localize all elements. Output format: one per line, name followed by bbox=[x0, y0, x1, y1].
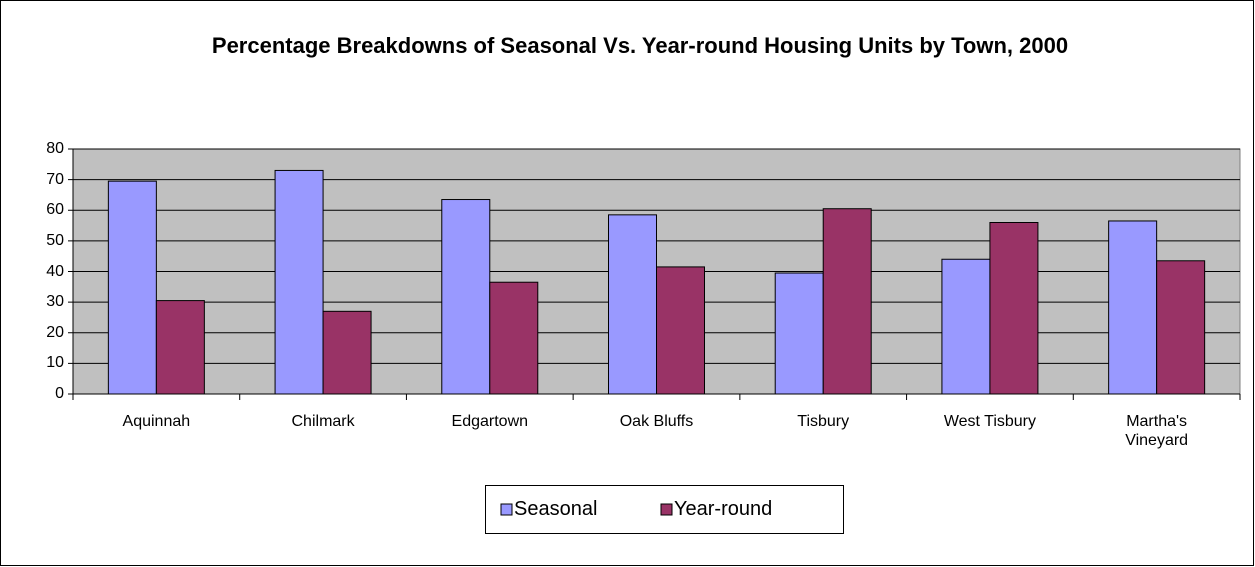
x-tick-label: Oak Bluffs bbox=[619, 413, 694, 430]
y-tick-label: 50 bbox=[46, 231, 64, 249]
bar bbox=[941, 258, 991, 395]
x-tick-label: West Tisbury bbox=[943, 413, 1036, 430]
legend-swatch bbox=[500, 503, 513, 516]
y-tick-label: 0 bbox=[55, 385, 64, 402]
bar bbox=[608, 214, 657, 395]
bar bbox=[155, 300, 205, 395]
chart-title: Percentage Breakdowns of Seasonal Vs. Ye… bbox=[211, 33, 1069, 58]
bar bbox=[1108, 220, 1158, 395]
bar bbox=[274, 169, 324, 395]
x-tick-label: Chilmark bbox=[291, 413, 355, 430]
bar bbox=[1156, 260, 1206, 395]
y-tick-label: 20 bbox=[46, 323, 64, 341]
bar bbox=[774, 272, 824, 395]
bar bbox=[989, 222, 1039, 395]
bar bbox=[489, 281, 539, 395]
legend-label: Seasonal bbox=[514, 498, 598, 520]
legend-label: Year-round bbox=[674, 498, 773, 520]
y-tick-label: 80 bbox=[46, 140, 64, 157]
x-tick-label: Martha's Vineyard bbox=[1125, 413, 1189, 449]
legend-swatch bbox=[660, 503, 673, 516]
x-tick-label: Edgartown bbox=[451, 413, 529, 430]
bar bbox=[441, 199, 491, 395]
bar bbox=[822, 208, 872, 395]
y-tick-label: 40 bbox=[46, 262, 64, 280]
bar bbox=[107, 180, 157, 395]
y-tick-label: 10 bbox=[46, 354, 64, 372]
bar bbox=[322, 310, 372, 395]
bar bbox=[656, 266, 705, 395]
y-tick-label: 70 bbox=[46, 170, 64, 188]
y-tick-label: 60 bbox=[46, 201, 64, 219]
y-tick-label: 30 bbox=[46, 293, 64, 311]
x-tick-label: Aquinnah bbox=[122, 413, 191, 430]
x-tick-label: Tisbury bbox=[797, 413, 850, 430]
